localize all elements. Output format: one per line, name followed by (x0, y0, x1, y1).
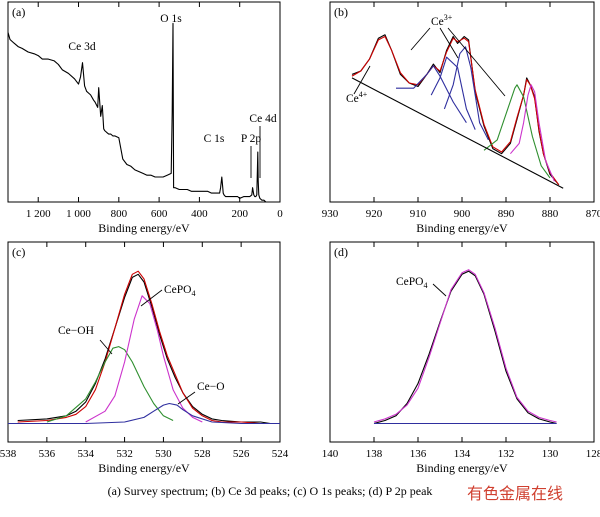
x-tick-label: 528 (194, 448, 211, 460)
annotation-label: O 1s (160, 13, 182, 25)
panel-a: 1 200 1 000 800 600 400 200 0 Binding energy/eV… (7, 1, 283, 235)
x-tick-label: 524 (272, 448, 289, 460)
plot-frame (329, 1, 595, 203)
x-tick-label: 0 (277, 208, 283, 220)
x-axis-title: Binding energy/eV (98, 221, 190, 235)
series-line-8 (351, 77, 564, 189)
series-line-2 (17, 270, 271, 425)
x-axis-title: Binding energy/eV (98, 461, 190, 475)
annotation-leader (140, 289, 163, 307)
x-tick-label: 880 (542, 208, 559, 220)
x-tick-label: 1 200 (26, 208, 51, 220)
x-tick-label: 800 (111, 208, 128, 220)
annotation-label: P 2p (241, 133, 262, 145)
x-tick-label: 130 (542, 448, 559, 460)
series-line-2 (351, 35, 560, 186)
x-tick-label: 900 (454, 208, 471, 220)
series-line-1 (17, 273, 271, 425)
annotation-leader (439, 27, 459, 59)
annotation-leader (447, 27, 506, 97)
x-tick-label: 136 (410, 448, 427, 460)
x-tick-label: 538 (0, 448, 17, 460)
x-axis-title: Binding energy/eV (416, 461, 508, 475)
annotation-label: C 1s (204, 133, 225, 145)
annotation-leader (99, 339, 113, 355)
x-tick-label: 134 (454, 448, 471, 460)
series-line-1 (351, 34, 560, 186)
x-axis-title: Binding energy/eV (416, 221, 508, 235)
annotation-leader (177, 391, 196, 405)
panel-label: (d) (334, 245, 348, 259)
annotation-label: Ce−OH (58, 325, 94, 337)
x-tick-label: 526 (233, 448, 250, 460)
annotation-label: CePO4 (396, 276, 427, 290)
x-tick-label: 530 (155, 448, 172, 460)
x-tick-label: 1 000 (66, 208, 91, 220)
panel-label: (a) (12, 5, 25, 19)
series-line-3 (46, 346, 174, 423)
annotation-label: Ce−O (197, 381, 225, 393)
annotation-leader (432, 283, 447, 297)
annotation-label: Ce 4d (249, 113, 276, 125)
x-tick-label: 132 (498, 448, 515, 460)
x-tick-label: 870 (586, 208, 600, 220)
x-tick-label: 400 (191, 208, 208, 220)
series-line-4 (85, 295, 203, 423)
panel-label: (c) (12, 245, 25, 259)
x-tick-label: 138 (366, 448, 383, 460)
x-tick-label: 534 (77, 448, 94, 460)
annotation-label: Ce 3d (68, 41, 95, 53)
panel-label: (b) (334, 5, 348, 19)
annotation-label: Ce3+ (431, 13, 453, 28)
series-line-7 (509, 84, 555, 182)
annotation-leader (410, 27, 431, 51)
series-line-5 (8, 402, 280, 425)
plot-frame (329, 241, 595, 443)
figure-caption: (a) Survey spectrum; (b) Ce 3d peaks; (c… (108, 484, 433, 498)
x-tick-label: 890 (498, 208, 515, 220)
series-line-5 (443, 46, 489, 141)
series-line-6 (483, 84, 551, 179)
panel-d: 140 138 136 134 132 130 128 Binding energy/eV (d… (322, 241, 600, 475)
series-line-1 (8, 22, 280, 202)
plot-frame (7, 1, 281, 203)
panels-group: 1 200 1 000 800 600 400 200 0 Binding energy/eV… (0, 1, 600, 475)
annotation-label: CePO4 (164, 284, 195, 298)
x-tick-label: 140 (322, 448, 339, 460)
x-tick-label: 930 (322, 208, 339, 220)
x-tick-label: 532 (116, 448, 133, 460)
series-line-3 (396, 65, 467, 123)
series-line-1 (373, 270, 557, 425)
x-tick-label: 910 (410, 208, 427, 220)
x-tick-label: 920 (366, 208, 383, 220)
x-tick-label: 128 (586, 448, 600, 460)
annotation-label: Ce4+ (346, 90, 368, 105)
x-tick-label: 536 (39, 448, 56, 460)
panel-c: 538 536 534 532 530 528 526 524 Binding energy/e… (0, 241, 289, 475)
annotation-leader (353, 65, 371, 95)
plot-frame (7, 241, 281, 443)
x-tick-label: 600 (151, 208, 168, 220)
series-line-4 (430, 56, 476, 130)
panel-b: 930 920 910 900 890 880 870 Binding energy/eV (b… (322, 1, 600, 235)
watermark: 有色金属在线 (467, 484, 563, 503)
series-line-2 (373, 269, 557, 423)
x-tick-label: 200 (231, 208, 248, 220)
